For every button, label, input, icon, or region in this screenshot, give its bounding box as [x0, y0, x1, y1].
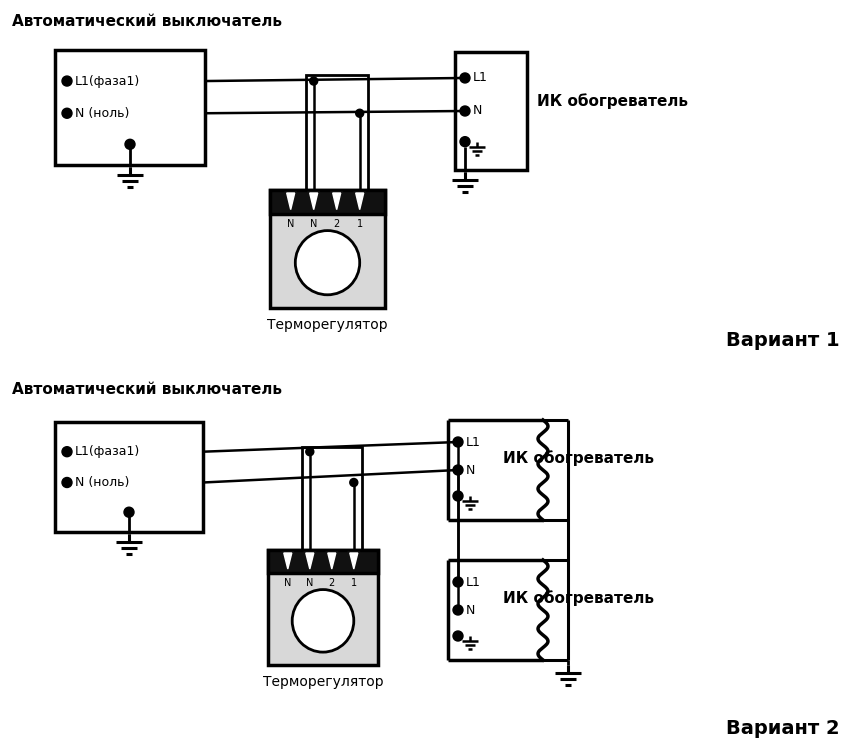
Circle shape [453, 437, 463, 447]
Circle shape [62, 446, 72, 457]
Text: L1: L1 [466, 576, 481, 589]
Polygon shape [326, 552, 337, 571]
Bar [306, 75, 368, 190]
Bar [55, 422, 203, 532]
Polygon shape [286, 193, 295, 210]
Text: L1(фаза1): L1(фаза1) [75, 445, 140, 458]
Text: ИК обогреватель: ИК обогреватель [503, 450, 654, 466]
Circle shape [62, 478, 72, 487]
Circle shape [453, 631, 463, 641]
Bar [302, 446, 362, 550]
Polygon shape [350, 553, 358, 569]
Bar [268, 550, 378, 573]
Text: Вариант 2: Вариант 2 [727, 719, 840, 738]
Text: N: N [466, 603, 475, 617]
Text: L1: L1 [473, 71, 488, 85]
Polygon shape [282, 552, 294, 571]
Polygon shape [303, 552, 316, 571]
Bar [55, 50, 205, 165]
Text: N: N [473, 104, 482, 118]
Text: N: N [287, 219, 294, 228]
Text: Терморегулятор: Терморегулятор [267, 318, 388, 332]
Text: N: N [284, 578, 292, 588]
Text: 1: 1 [357, 219, 363, 228]
Bar [270, 190, 385, 308]
Text: N: N [310, 219, 317, 228]
Circle shape [62, 108, 72, 118]
Bar [268, 550, 378, 665]
Circle shape [124, 507, 134, 517]
Polygon shape [348, 552, 360, 571]
Circle shape [453, 577, 463, 587]
Circle shape [460, 137, 470, 147]
Text: N: N [306, 578, 314, 588]
Text: ИК обогреватель: ИК обогреватель [537, 94, 688, 109]
Circle shape [453, 605, 463, 615]
Text: N (ноль): N (ноль) [75, 106, 129, 120]
Text: Автоматический выключатель: Автоматический выключатель [12, 14, 282, 29]
Polygon shape [354, 192, 366, 211]
Bar [455, 52, 527, 170]
Circle shape [454, 438, 462, 446]
Text: Вариант 1: Вариант 1 [727, 331, 840, 350]
Polygon shape [331, 192, 343, 211]
Polygon shape [332, 193, 341, 210]
Text: L1(фаза1): L1(фаза1) [75, 74, 140, 88]
Polygon shape [328, 553, 336, 569]
Circle shape [125, 139, 135, 150]
Polygon shape [308, 192, 320, 211]
Text: 2: 2 [329, 578, 335, 588]
Text: 1: 1 [351, 578, 357, 588]
Ellipse shape [292, 589, 354, 652]
Circle shape [306, 448, 314, 455]
Text: L1: L1 [466, 435, 481, 449]
Polygon shape [284, 553, 292, 569]
Text: 2: 2 [333, 219, 340, 228]
Circle shape [355, 109, 364, 118]
Text: Автоматический выключатель: Автоматический выключатель [12, 382, 282, 397]
Bar [268, 550, 378, 573]
Circle shape [309, 77, 318, 85]
Polygon shape [285, 192, 297, 211]
Circle shape [453, 465, 463, 475]
Text: N: N [466, 464, 475, 476]
Polygon shape [355, 193, 364, 210]
Circle shape [460, 106, 470, 116]
Bar [270, 190, 385, 214]
Text: Терморегулятор: Терморегулятор [263, 675, 383, 689]
Bar [270, 190, 385, 214]
Polygon shape [309, 193, 318, 210]
Circle shape [454, 466, 462, 474]
Circle shape [453, 491, 463, 501]
Text: N (ноль): N (ноль) [75, 476, 129, 489]
Circle shape [460, 73, 470, 83]
Text: ИК обогреватель: ИК обогреватель [503, 590, 654, 606]
Circle shape [350, 478, 358, 487]
Circle shape [62, 76, 72, 86]
Ellipse shape [295, 231, 360, 295]
Polygon shape [306, 553, 314, 569]
